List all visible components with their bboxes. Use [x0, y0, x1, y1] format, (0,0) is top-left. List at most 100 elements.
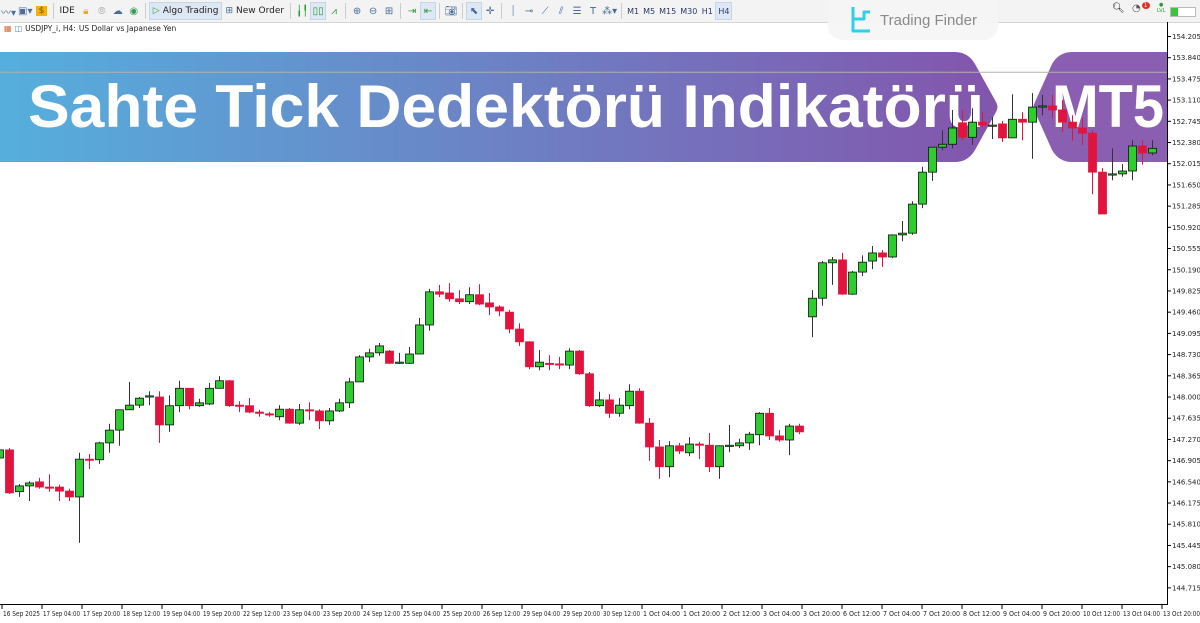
candle	[285, 408, 294, 424]
candle-body-bear	[765, 412, 774, 437]
candle	[695, 441, 704, 460]
chart-shift-button[interactable]: ⇤	[420, 2, 437, 20]
y-tick-label: 147.635	[1172, 415, 1200, 423]
candle-body-bear	[265, 413, 274, 416]
timeframe-m1[interactable]: M1	[627, 6, 640, 16]
candle-body-bear	[1088, 132, 1097, 173]
fibonacci-button[interactable]: ☰	[569, 2, 585, 20]
candle	[25, 481, 34, 501]
candle	[205, 383, 214, 406]
timeframe-m30[interactable]: M30	[680, 6, 698, 16]
timeframe-h1[interactable]: H1	[701, 6, 713, 16]
x-tick-label: 16 Sep 2025	[3, 610, 40, 618]
signal-button[interactable]: ⦾	[94, 2, 110, 20]
vps-icon: ◉	[129, 5, 139, 17]
candle-body-bull	[565, 350, 574, 366]
candle	[898, 220, 907, 242]
candle-body-bear	[55, 486, 64, 492]
candle-body-bull	[745, 433, 754, 444]
radio-icon: ⦾	[97, 5, 106, 17]
candle	[1018, 112, 1027, 141]
camera-icon: 📷︎	[444, 5, 458, 17]
candle-body-bull	[918, 171, 927, 205]
chart-header: ▦ ◫ USDJPY_i, H4: US Dollar vs Japanese …	[4, 24, 176, 33]
timeframe-m5[interactable]: M5	[643, 6, 656, 16]
candle-body-bull	[1108, 173, 1117, 176]
candlestick-button[interactable]: ▯▯	[310, 2, 327, 20]
candle-body-bull	[735, 442, 744, 447]
candle	[145, 391, 154, 406]
text-button[interactable]: T	[585, 2, 601, 20]
candle	[908, 201, 917, 235]
candle-body-bear	[475, 294, 484, 305]
grid-button[interactable]: ⊞	[381, 2, 397, 20]
candle-body-bull	[625, 390, 634, 407]
candle-body-bull	[1008, 118, 1017, 139]
candle	[735, 438, 744, 449]
cursor-button[interactable]: ⬉	[466, 2, 483, 20]
candle	[715, 445, 724, 479]
candle-body-bear	[545, 362, 554, 365]
search-button[interactable]: 🔍︎	[1112, 3, 1125, 14]
zoom-in-button[interactable]: ⊕	[349, 2, 365, 20]
zoom-out-button[interactable]: ⊖	[365, 2, 381, 20]
shapes-dropdown[interactable]: ⁂▾	[601, 2, 618, 20]
candle-body-bull	[868, 252, 877, 262]
timeframe-h4[interactable]: H4	[715, 2, 733, 20]
candle	[215, 376, 224, 389]
candle	[85, 453, 94, 470]
new-order-label: New Order	[236, 6, 285, 16]
y-tick-label: 148.000	[1172, 394, 1200, 402]
market-button[interactable]: $	[34, 2, 50, 20]
template-dropdown[interactable]: ▣▾	[17, 2, 33, 20]
candle-body-bull	[195, 402, 204, 407]
chart-icon: ◫	[14, 24, 23, 33]
trendline-button[interactable]: ⟋	[537, 2, 553, 20]
candle	[445, 283, 454, 302]
candle	[1078, 118, 1087, 145]
algo-trading-button[interactable]: ▷ Algo Trading	[148, 2, 223, 20]
vertical-line-button[interactable]: ⏐	[505, 2, 521, 20]
candle	[245, 398, 254, 414]
bar-chart-button[interactable]: ╽╿	[294, 2, 310, 20]
candle	[755, 412, 764, 446]
separator	[439, 3, 441, 19]
candle-body-bear	[515, 328, 524, 343]
candle-body-bear	[315, 410, 324, 422]
candle	[495, 305, 504, 317]
candle	[335, 398, 344, 413]
candle-body-bull	[948, 127, 957, 145]
autoscroll-button[interactable]: ⇥	[404, 2, 420, 20]
candle	[105, 423, 114, 453]
grid-icon: ⊞	[384, 5, 394, 17]
vps-button[interactable]: ◉	[126, 2, 142, 20]
chart-type-dropdown[interactable]: 〰▾	[0, 2, 17, 20]
notifications-button[interactable]: ◔ 1	[1132, 2, 1150, 14]
candle	[1068, 115, 1077, 141]
x-tick-label: 6 Oct 12:00	[843, 610, 880, 618]
screenshot-button[interactable]: 📷︎	[443, 2, 459, 20]
x-tick-label: 10 Oct 12:00	[1083, 610, 1120, 618]
ide-button[interactable]: IDE	[57, 2, 78, 20]
candle	[1138, 140, 1147, 165]
candle	[115, 409, 124, 446]
candle-body-bear	[245, 405, 254, 413]
candle	[828, 256, 837, 285]
cloud-button[interactable]: ☁	[110, 2, 126, 20]
line-chart-button[interactable]: ⩘	[326, 2, 342, 20]
candle	[1098, 168, 1107, 215]
candle-body-bull	[615, 404, 624, 414]
y-tick-label: 144.715	[1172, 584, 1200, 592]
candle-body-bear	[605, 399, 614, 414]
candle-body-bear	[255, 411, 264, 414]
horizontal-line-button[interactable]: ⊸	[521, 2, 537, 20]
crosshair-button[interactable]: ✛	[482, 2, 498, 20]
candle	[325, 408, 334, 425]
channel-button[interactable]: ⫽	[553, 2, 569, 20]
new-order-button[interactable]: ⊞ New Order	[222, 2, 287, 20]
chart-shift-icon: ⇤	[423, 5, 433, 17]
candle-body-bear	[485, 302, 494, 308]
lock-button[interactable]: 🔒︎	[78, 2, 94, 20]
timeframe-m15[interactable]: M15	[659, 6, 677, 16]
